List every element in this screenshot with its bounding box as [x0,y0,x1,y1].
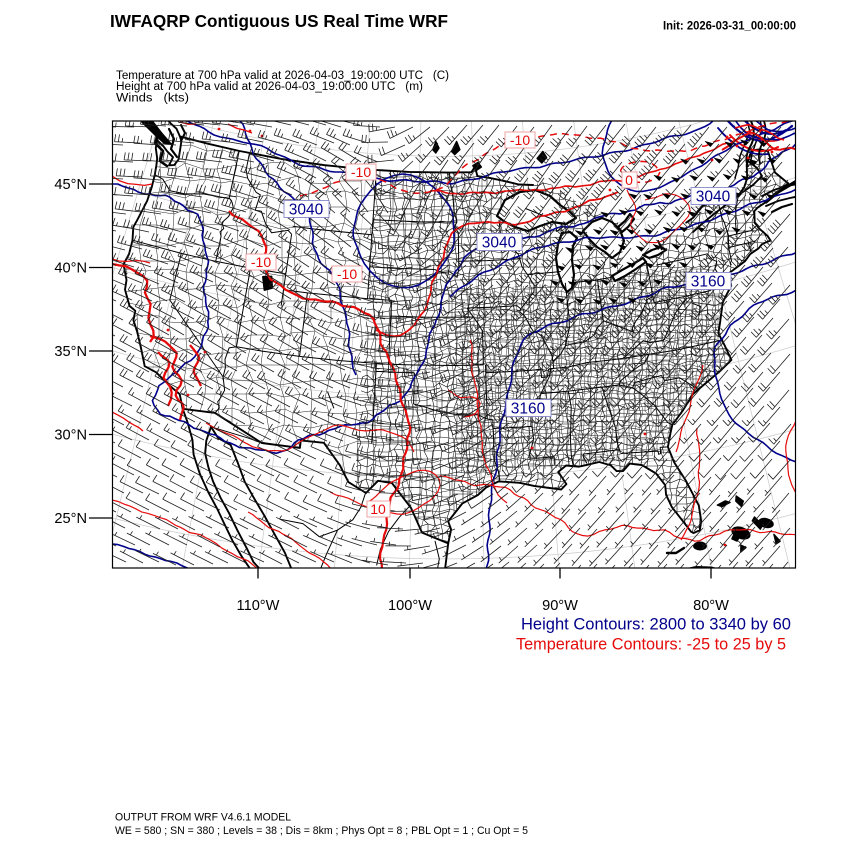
svg-text:3040: 3040 [482,235,517,252]
svg-text:IWFAQRP Contiguous US Real Tim: IWFAQRP Contiguous US Real Time WRF [110,11,448,31]
svg-text:-10: -10 [351,164,371,180]
svg-text:110°W: 110°W [237,598,280,614]
svg-text:-10: -10 [251,254,271,270]
svg-text:45°N: 45°N [54,177,87,193]
svg-text:25°N: 25°N [54,511,87,527]
svg-text:-10: -10 [510,132,530,148]
svg-text:3040: 3040 [696,189,731,206]
svg-text:10: 10 [370,501,386,517]
svg-text:30°N: 30°N [54,428,87,444]
svg-text:3040: 3040 [289,202,324,219]
svg-text:90°W: 90°W [542,598,578,614]
svg-text:Height at 700 hPa valid at 202: Height at 700 hPa valid at 2026-04-03_19… [116,81,423,93]
svg-text:80°W: 80°W [693,598,729,614]
svg-text:35°N: 35°N [54,344,87,360]
svg-text:40°N: 40°N [54,261,87,277]
svg-text:OUTPUT FROM WRF V4.6.1 MODEL: OUTPUT FROM WRF V4.6.1 MODEL [115,811,291,823]
svg-text:-10: -10 [337,266,357,282]
svg-text:Init: 2026-03-31_00:00:00: Init: 2026-03-31_00:00:00 [663,18,796,32]
svg-text:Temperature Contours: -25 to 2: Temperature Contours: -25 to 25 by 5 [516,635,786,653]
svg-text:Height Contours: 2800 to 3340: Height Contours: 2800 to 3340 by 60 [521,615,791,633]
svg-text:3160: 3160 [691,274,726,291]
svg-text:0: 0 [625,172,633,188]
svg-text:100°W: 100°W [388,598,432,614]
svg-text:3160: 3160 [511,401,546,418]
svg-text:Temperature at 700 hPa valid a: Temperature at 700 hPa valid at 2026-04-… [116,70,449,82]
svg-text:Winds (kts): Winds (kts) [116,92,189,104]
svg-text:WE = 580 ; SN = 380 ; Levels =: WE = 580 ; SN = 380 ; Levels = 38 ; Dis … [115,825,528,837]
